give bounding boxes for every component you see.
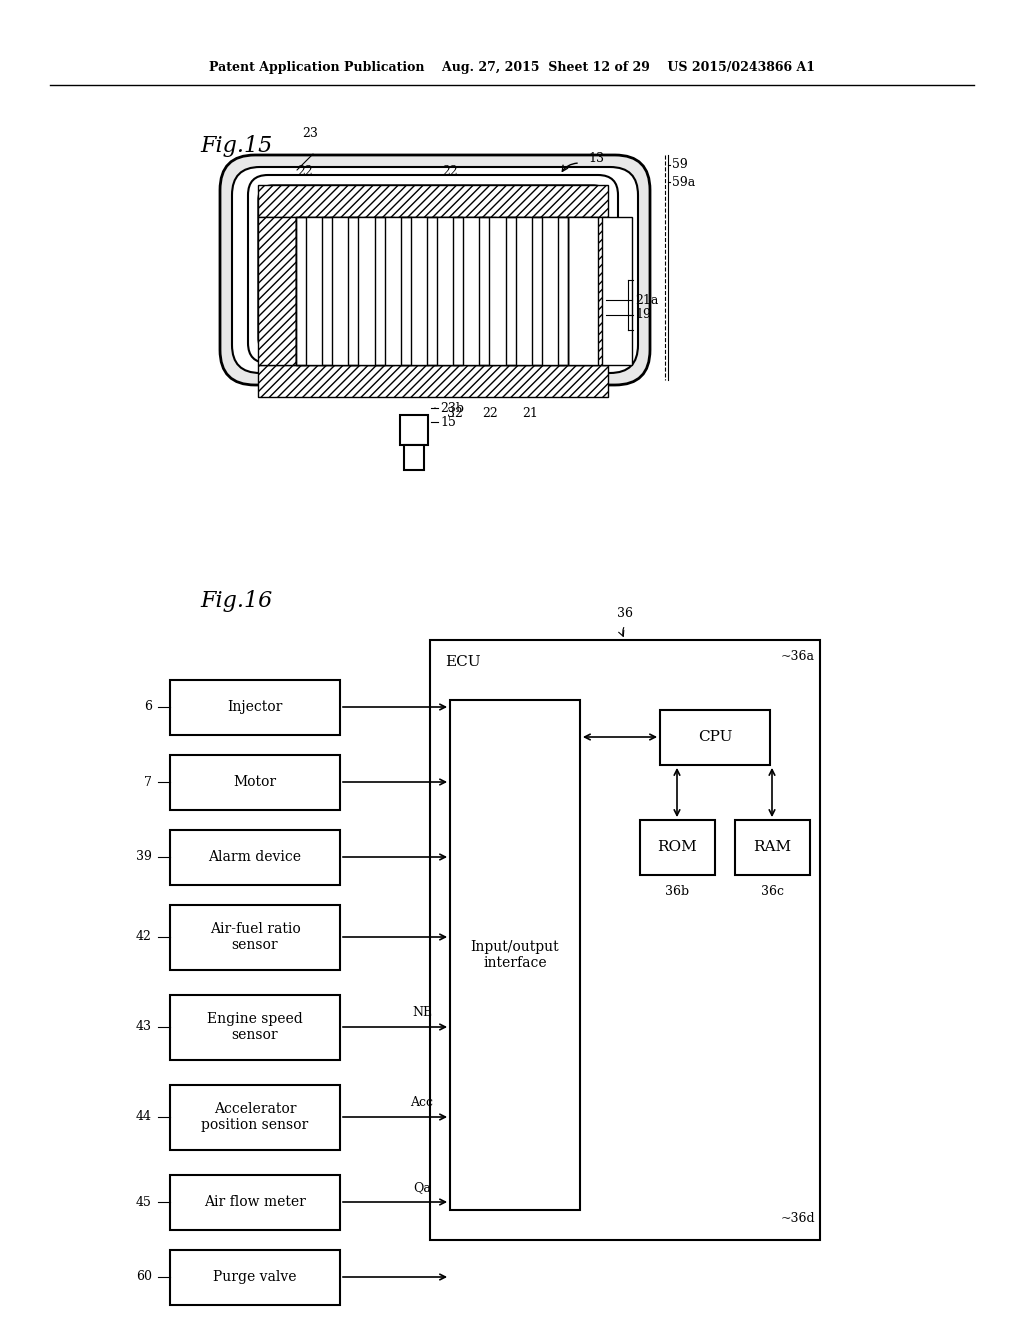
Text: 15: 15 (440, 416, 456, 429)
Bar (500, 216, 530, 366)
Text: Input/output
interface: Input/output interface (471, 940, 559, 970)
Bar (454, 216, 463, 366)
Bar (400, 216, 411, 366)
Bar (432, 216, 462, 366)
Bar (330, 216, 360, 366)
Bar (400, 414, 428, 445)
Text: 7: 7 (144, 776, 152, 788)
Bar (602, 216, 632, 366)
Text: 36b: 36b (665, 884, 689, 898)
Text: 36: 36 (617, 607, 633, 620)
Text: Alarm device: Alarm device (209, 850, 301, 865)
Text: ~36a: ~36a (781, 649, 815, 663)
Text: 21a: 21a (635, 293, 658, 306)
Text: Air-fuel ratio
sensor: Air-fuel ratio sensor (210, 921, 300, 952)
Text: 6: 6 (144, 701, 152, 714)
Bar (170, 1250, 340, 1305)
Text: 59: 59 (672, 158, 688, 172)
Bar (450, 700, 580, 1210)
FancyBboxPatch shape (232, 168, 638, 374)
FancyBboxPatch shape (220, 154, 650, 385)
Bar (640, 820, 715, 875)
Text: Accelerator
position sensor: Accelerator position sensor (202, 1102, 308, 1133)
Text: 60: 60 (136, 1270, 152, 1283)
Text: 21: 21 (522, 407, 538, 420)
Bar (568, 216, 606, 366)
Text: Engine speed
sensor: Engine speed sensor (207, 1012, 303, 1041)
Bar (660, 710, 770, 766)
Bar (170, 680, 340, 735)
Bar (296, 216, 326, 366)
Text: 43: 43 (136, 1020, 152, 1034)
Text: Acc: Acc (411, 1096, 433, 1109)
Text: NE: NE (412, 1006, 432, 1019)
Text: RAM: RAM (753, 840, 792, 854)
Text: 22: 22 (442, 165, 458, 178)
Text: 22: 22 (482, 407, 498, 420)
Text: CPU: CPU (697, 730, 732, 744)
Bar (296, 216, 568, 366)
Bar (531, 216, 542, 366)
Text: 32: 32 (447, 407, 463, 420)
Text: 42: 42 (136, 931, 152, 944)
Bar (466, 216, 496, 366)
Bar (479, 216, 489, 366)
Bar (534, 216, 564, 366)
Bar (506, 216, 516, 366)
Bar (258, 216, 296, 366)
Bar (568, 216, 598, 366)
Bar (398, 216, 428, 366)
Text: 45: 45 (136, 1196, 152, 1209)
Bar (296, 216, 306, 366)
Text: 22: 22 (297, 165, 313, 178)
FancyBboxPatch shape (258, 185, 608, 352)
Bar (430, 640, 820, 1239)
Bar (170, 830, 340, 884)
Text: 36c: 36c (761, 884, 783, 898)
Text: 13: 13 (588, 152, 604, 165)
Bar (170, 1085, 340, 1150)
Bar (258, 366, 608, 397)
Bar (170, 995, 340, 1060)
Bar (348, 216, 358, 366)
Bar (258, 185, 608, 216)
Text: 23: 23 (302, 127, 317, 140)
Text: ~36d: ~36d (780, 1212, 815, 1225)
Text: 23b: 23b (440, 401, 464, 414)
Text: Air flow meter: Air flow meter (204, 1195, 306, 1209)
Text: ECU: ECU (445, 655, 480, 669)
Bar (296, 216, 568, 366)
Bar (404, 445, 424, 470)
Text: Injector: Injector (227, 700, 283, 714)
Text: 59a: 59a (672, 176, 695, 189)
Text: 44: 44 (136, 1110, 152, 1123)
Text: 19: 19 (635, 309, 651, 322)
Text: Fig.16: Fig.16 (200, 590, 272, 612)
Text: Patent Application Publication    Aug. 27, 2015  Sheet 12 of 29    US 2015/02438: Patent Application Publication Aug. 27, … (209, 62, 815, 74)
Text: Motor: Motor (233, 775, 276, 789)
Text: Purge valve: Purge valve (213, 1270, 297, 1284)
Bar (323, 216, 332, 366)
Bar (170, 906, 340, 970)
Bar (170, 1175, 340, 1230)
Bar (375, 216, 385, 366)
Bar (364, 216, 394, 366)
Text: 39: 39 (136, 850, 152, 863)
Text: ROM: ROM (657, 840, 697, 854)
Text: Qa: Qa (413, 1181, 431, 1195)
Bar (427, 216, 437, 366)
FancyBboxPatch shape (248, 176, 618, 363)
Bar (735, 820, 810, 875)
Text: Fig.15: Fig.15 (200, 135, 272, 157)
Bar (558, 216, 568, 366)
Bar (170, 755, 340, 810)
